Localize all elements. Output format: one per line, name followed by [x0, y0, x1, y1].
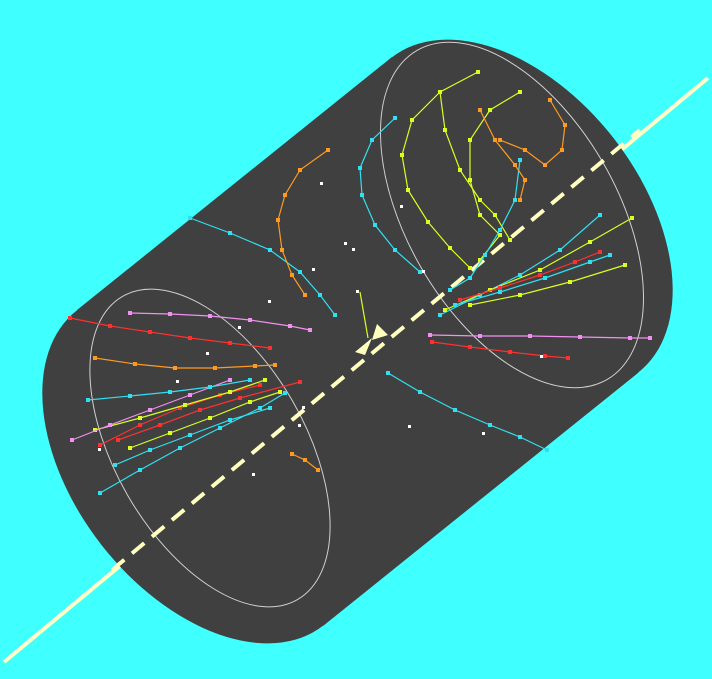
hit: [482, 432, 485, 435]
tracks: [68, 70, 652, 495]
beam-dashed: [110, 128, 642, 572]
hit: [422, 270, 425, 273]
hit: [344, 242, 347, 245]
hit: [268, 300, 271, 303]
hit: [302, 406, 305, 409]
track: [358, 116, 422, 274]
track: [359, 291, 369, 339]
hit: [408, 425, 411, 428]
track: [93, 356, 277, 370]
hit: [540, 355, 543, 358]
hit: [356, 290, 359, 293]
hit: [98, 448, 101, 451]
hit: [312, 268, 315, 271]
hit: [352, 248, 355, 251]
hit: [400, 205, 403, 208]
track: [386, 371, 549, 452]
beam-arrow: [355, 338, 372, 355]
beam-arrow: [372, 324, 388, 340]
track: [430, 340, 570, 360]
hits: [98, 182, 543, 476]
hit: [176, 380, 179, 383]
track: [276, 148, 330, 297]
hit: [320, 182, 323, 185]
track: [478, 108, 527, 202]
hit: [252, 473, 255, 476]
hit: [238, 326, 241, 329]
track: [468, 263, 627, 307]
track: [128, 390, 282, 450]
track: [128, 311, 312, 332]
track: [290, 452, 320, 472]
hit: [298, 424, 301, 427]
track: [428, 333, 652, 340]
track: [68, 316, 272, 350]
hit: [206, 352, 209, 355]
